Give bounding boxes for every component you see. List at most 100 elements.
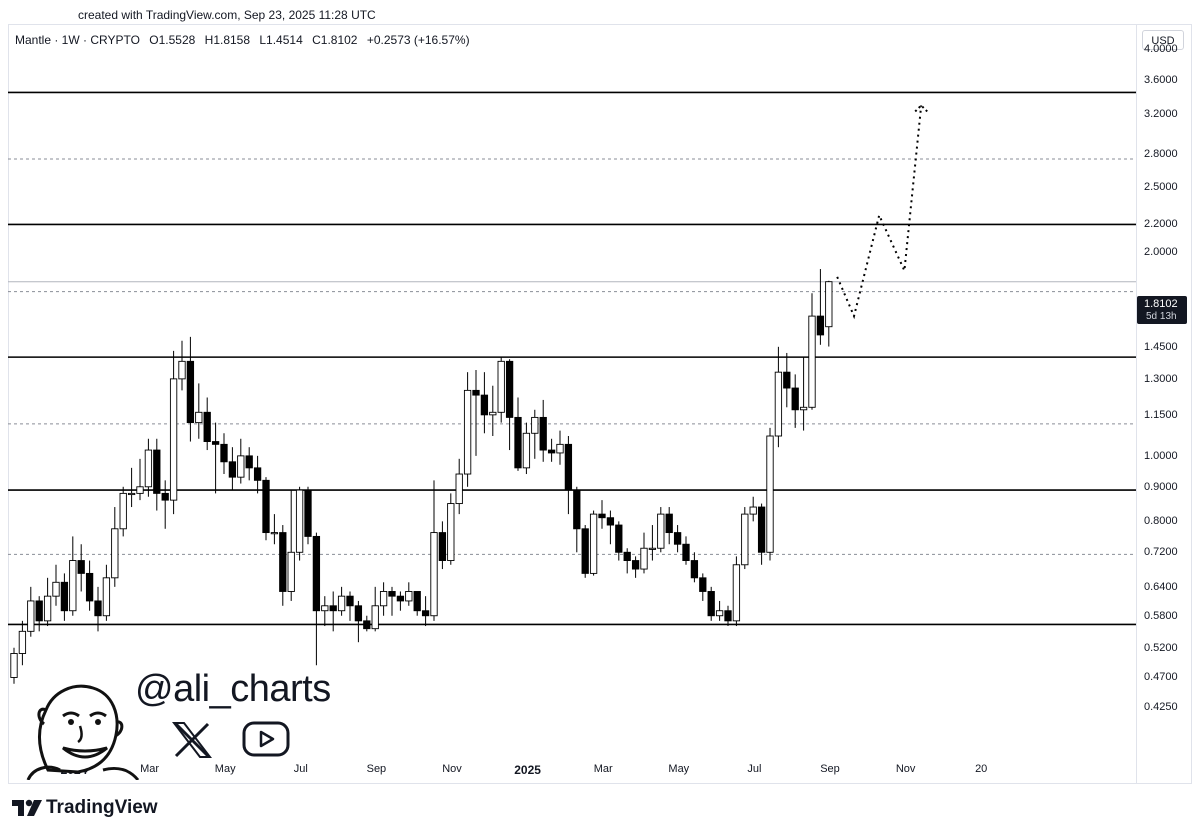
price-tick-label: 1.0000 (1144, 449, 1178, 462)
candle-up (825, 281, 833, 328)
candle-down (564, 443, 573, 491)
candle-down (220, 443, 228, 463)
price-tick-label: 3.2000 (1144, 108, 1178, 121)
chart-frame (8, 24, 1192, 784)
tradingview-logo-icon (12, 799, 42, 816)
price-tick-label: 0.4700 (1144, 671, 1178, 684)
price-chart[interactable] (0, 24, 1136, 784)
candle-up (18, 630, 27, 654)
last-price-value: 1.8102 (1144, 298, 1178, 310)
candle-down (35, 600, 43, 622)
candle-down (816, 315, 825, 336)
candle-down (472, 389, 480, 396)
price-tick-label: 2.2000 (1144, 218, 1178, 231)
price-tick-label: 2.8000 (1144, 147, 1178, 160)
x-logo-icon[interactable] (172, 720, 212, 760)
candle-down (665, 513, 673, 534)
watermark-handle: @ali_charts (135, 668, 331, 710)
candle-down (279, 532, 287, 592)
price-tick-label: 1.3000 (1144, 372, 1178, 385)
candle-down (581, 528, 589, 574)
youtube-play-icon[interactable] (242, 720, 290, 758)
candle-up (69, 560, 77, 612)
ohlc-open: O1.5528 (149, 33, 196, 47)
candle-down (245, 455, 253, 469)
candle-up (741, 513, 749, 566)
candle-up (774, 371, 783, 437)
candle-up (497, 360, 505, 413)
candle-down (363, 620, 371, 630)
price-tick-label: 4.0000 (1144, 43, 1178, 55)
price-tick-label: 3.6000 (1144, 73, 1178, 86)
candle-up (489, 411, 497, 416)
candle-down (354, 605, 363, 622)
price-tick-label: 0.6400 (1144, 580, 1178, 593)
candle-up (648, 547, 657, 550)
candle-down (598, 513, 606, 519)
candle-down (606, 517, 615, 526)
candle-down (421, 610, 430, 617)
candle-up (732, 564, 741, 622)
candle-down (480, 394, 489, 416)
candle-down (699, 577, 707, 592)
candle-down (514, 416, 522, 469)
candle-up (237, 455, 245, 478)
price-tick-label: 1.1500 (1144, 408, 1178, 421)
avatar-caricature (26, 684, 140, 780)
time-tick-label: Sep (366, 763, 387, 775)
candle-down (186, 360, 195, 424)
ohlc-close: C1.8102 (312, 33, 358, 47)
candle-down (304, 489, 312, 537)
time-tick-label: Jul (293, 763, 308, 775)
candle-up (808, 315, 816, 408)
candle-down (211, 441, 220, 445)
candle-up (531, 416, 539, 434)
candle-down (396, 595, 405, 602)
candle-down (573, 489, 581, 530)
time-tick-label: Jul (747, 763, 762, 775)
price-tick-label: 0.5200 (1144, 641, 1178, 654)
candle-down (791, 387, 799, 411)
candle-down (346, 595, 354, 607)
candle-up (144, 449, 153, 488)
candle-down (724, 610, 732, 622)
price-tick-label: 1.4500 (1144, 340, 1178, 353)
candle-up (715, 610, 724, 617)
candle-up (405, 591, 413, 602)
candle-up (178, 360, 186, 380)
candle-down (253, 467, 262, 481)
price-tick-label: 0.5800 (1144, 609, 1178, 622)
candle-up (119, 492, 127, 530)
candle-down (547, 449, 556, 454)
time-tick-label: 20 (975, 763, 988, 775)
brand-name: TradingView (46, 797, 158, 818)
candle-down (262, 479, 270, 534)
price-tick-label: 2.0000 (1144, 246, 1178, 259)
candle-up (430, 532, 438, 617)
symbol-name[interactable]: Mantle · 1W · CRYPTO (15, 33, 140, 47)
candle-down (539, 416, 547, 451)
time-tick-label: 2025 (514, 763, 541, 777)
currency-button[interactable]: USD (1142, 30, 1184, 50)
symbol-info[interactable]: Mantle · 1W · CRYPTO O1.5528 H1.8158 L1.… (15, 33, 476, 47)
candle-down (438, 532, 447, 561)
candle-up (27, 600, 35, 632)
candle-down (631, 560, 640, 570)
price-tick-label: 0.4250 (1144, 701, 1178, 713)
candle-up (270, 532, 279, 535)
candle-down (312, 535, 321, 612)
candle-up (52, 581, 60, 597)
candle-down (60, 581, 69, 612)
candle-up (455, 473, 463, 505)
candle-up (589, 513, 598, 574)
candle-up (111, 528, 119, 579)
candle-down (388, 591, 396, 597)
candle-down (505, 360, 514, 418)
price-axis-divider (1136, 24, 1137, 784)
last-price-badge: 1.8102 5d 13h (1137, 296, 1187, 324)
candle-up (640, 547, 648, 570)
candle-up (463, 389, 472, 475)
candle-down (673, 532, 682, 545)
candle-up (102, 577, 111, 617)
candle-down (85, 572, 94, 602)
